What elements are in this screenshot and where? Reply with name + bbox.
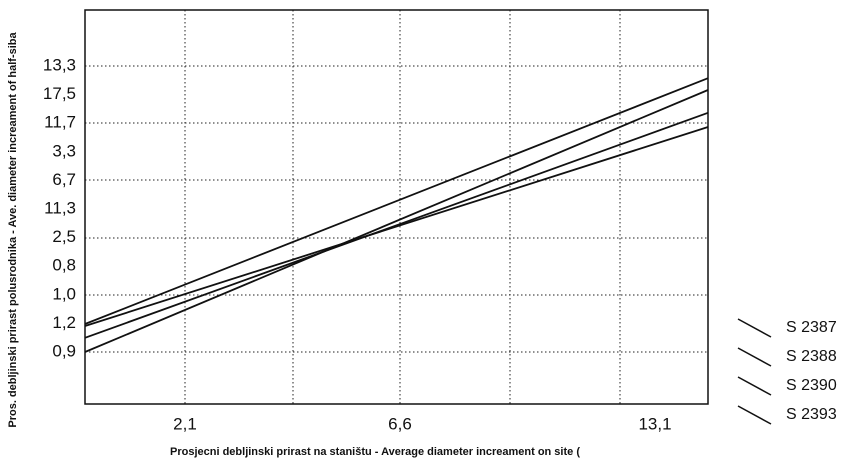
plot-frame	[84, 9, 709, 405]
y-tick-label: 1,0	[52, 284, 76, 303]
legend-label: S 2387	[786, 319, 837, 336]
legend-swatch	[737, 318, 772, 338]
legend-swatch	[737, 405, 772, 425]
grid	[85, 10, 708, 404]
y-tick-label: 0,9	[52, 341, 76, 360]
series-line	[84, 77, 709, 325]
y-tick-label: 11,7	[44, 113, 76, 132]
legend-swatch	[737, 376, 772, 396]
x-axis-title: Prosjecni debljinski prirast na staništu…	[170, 446, 580, 458]
y-axis-title: Pros. debljinski prirast polusrodnika - …	[7, 31, 19, 427]
legend-swatch	[737, 347, 772, 367]
x-tick-label: 13,1	[638, 414, 671, 433]
x-tick-label: 2,1	[173, 414, 197, 433]
legend-label: S 2390	[786, 377, 837, 394]
legend-label: S 2393	[786, 406, 837, 423]
y-tick-label: 11,3	[44, 198, 76, 217]
y-tick-label: 0,8	[52, 256, 76, 275]
y-tick-label: 2,5	[52, 227, 76, 246]
legend-label: S 2388	[786, 348, 837, 365]
x-tick-label: 6,6	[388, 414, 412, 433]
y-tick-label: 17,5	[43, 84, 76, 103]
series-line	[84, 89, 709, 353]
series-line	[84, 126, 709, 327]
y-tick-label: 6,7	[52, 170, 76, 189]
plot-lines	[84, 77, 709, 353]
y-tick-label: 13,3	[43, 55, 76, 74]
y-tick-label: 1,2	[52, 313, 76, 332]
y-tick-label: 3,3	[52, 141, 76, 160]
series-line	[84, 111, 709, 339]
